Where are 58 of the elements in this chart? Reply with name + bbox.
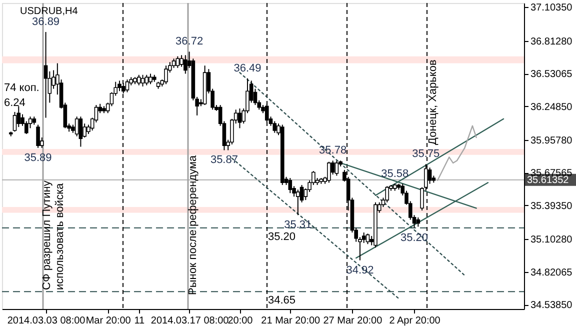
chart-title: USDRUB,H4 xyxy=(20,6,78,17)
x-tick-label: Mar 20:00 xyxy=(86,316,132,326)
candlestick xyxy=(172,58,176,68)
candlestick xyxy=(74,116,79,137)
y-tick-label: 35.39350 xyxy=(530,200,573,212)
y-tick-label: 37.10350 xyxy=(530,2,573,14)
y-tick-label: 35.95780 xyxy=(530,136,573,147)
candlestick xyxy=(44,31,48,118)
candlestick xyxy=(385,186,390,203)
ref-line-label: 34.65 xyxy=(268,294,296,307)
annotation: 35.78 xyxy=(319,144,347,157)
x-tick-label: 20:00 xyxy=(228,316,254,326)
candlestick xyxy=(16,106,21,128)
x-tick-label: 2014.03.17 08:00 xyxy=(150,316,230,326)
candlestick xyxy=(272,120,277,134)
y-tick-label: 36.53065 xyxy=(530,69,573,80)
annotation: СФ разрешил Путину использовать войска xyxy=(41,180,66,290)
x-tick-label: 11 xyxy=(134,316,146,326)
y-tick-label: 36.24850 xyxy=(530,102,573,113)
candlestick xyxy=(334,160,339,176)
candlestick xyxy=(140,74,145,87)
annotation: 6.24 xyxy=(4,97,26,109)
x-tick-label: 21 Mar 20:00 xyxy=(261,316,321,326)
ref-line-label: 35.20 xyxy=(268,230,296,243)
candlestick xyxy=(36,124,40,148)
candlestick xyxy=(164,65,168,85)
candlestick xyxy=(148,73,152,85)
candlestick xyxy=(296,189,300,216)
candlestick xyxy=(176,56,180,68)
annotation: 35.89 xyxy=(24,152,52,164)
candlestick xyxy=(78,116,83,148)
y-tick-label: 34.53850 xyxy=(530,300,573,312)
annotation: 35.87 xyxy=(210,154,238,166)
candlestick xyxy=(136,74,141,86)
y-tick-label: 36.81280 xyxy=(530,36,573,48)
annotation: 36.72 xyxy=(176,36,204,48)
candlestick xyxy=(428,167,432,184)
annotation: 35.58 xyxy=(381,168,409,180)
annotation: Рынок после референдума xyxy=(187,154,199,295)
annotation: 74 коп. xyxy=(4,82,40,94)
candlestick xyxy=(184,54,188,74)
y-tick-label: 34.82065 xyxy=(530,267,573,278)
candlestick xyxy=(125,79,130,93)
annotation: 35.75 xyxy=(412,148,440,160)
annotation: 36.49 xyxy=(234,62,262,74)
candlestick xyxy=(288,178,292,194)
annotation: 35.20 xyxy=(400,232,428,244)
annotation: 36.89 xyxy=(32,16,60,28)
annotation: Донецк, Харьков xyxy=(427,60,439,145)
candlestick xyxy=(327,161,331,184)
candlestick xyxy=(238,108,242,129)
x-tick-label: 27 Mar 20:00 xyxy=(323,316,383,326)
y-tick-label: 35.10280 xyxy=(530,234,573,246)
candlestick xyxy=(366,233,370,245)
x-tick-label: 2014.03.03 08:00 xyxy=(7,316,86,326)
candlestick xyxy=(144,74,149,86)
x-tick-label: 2 Apr 20:00 xyxy=(389,316,441,326)
candlestick xyxy=(416,216,420,228)
